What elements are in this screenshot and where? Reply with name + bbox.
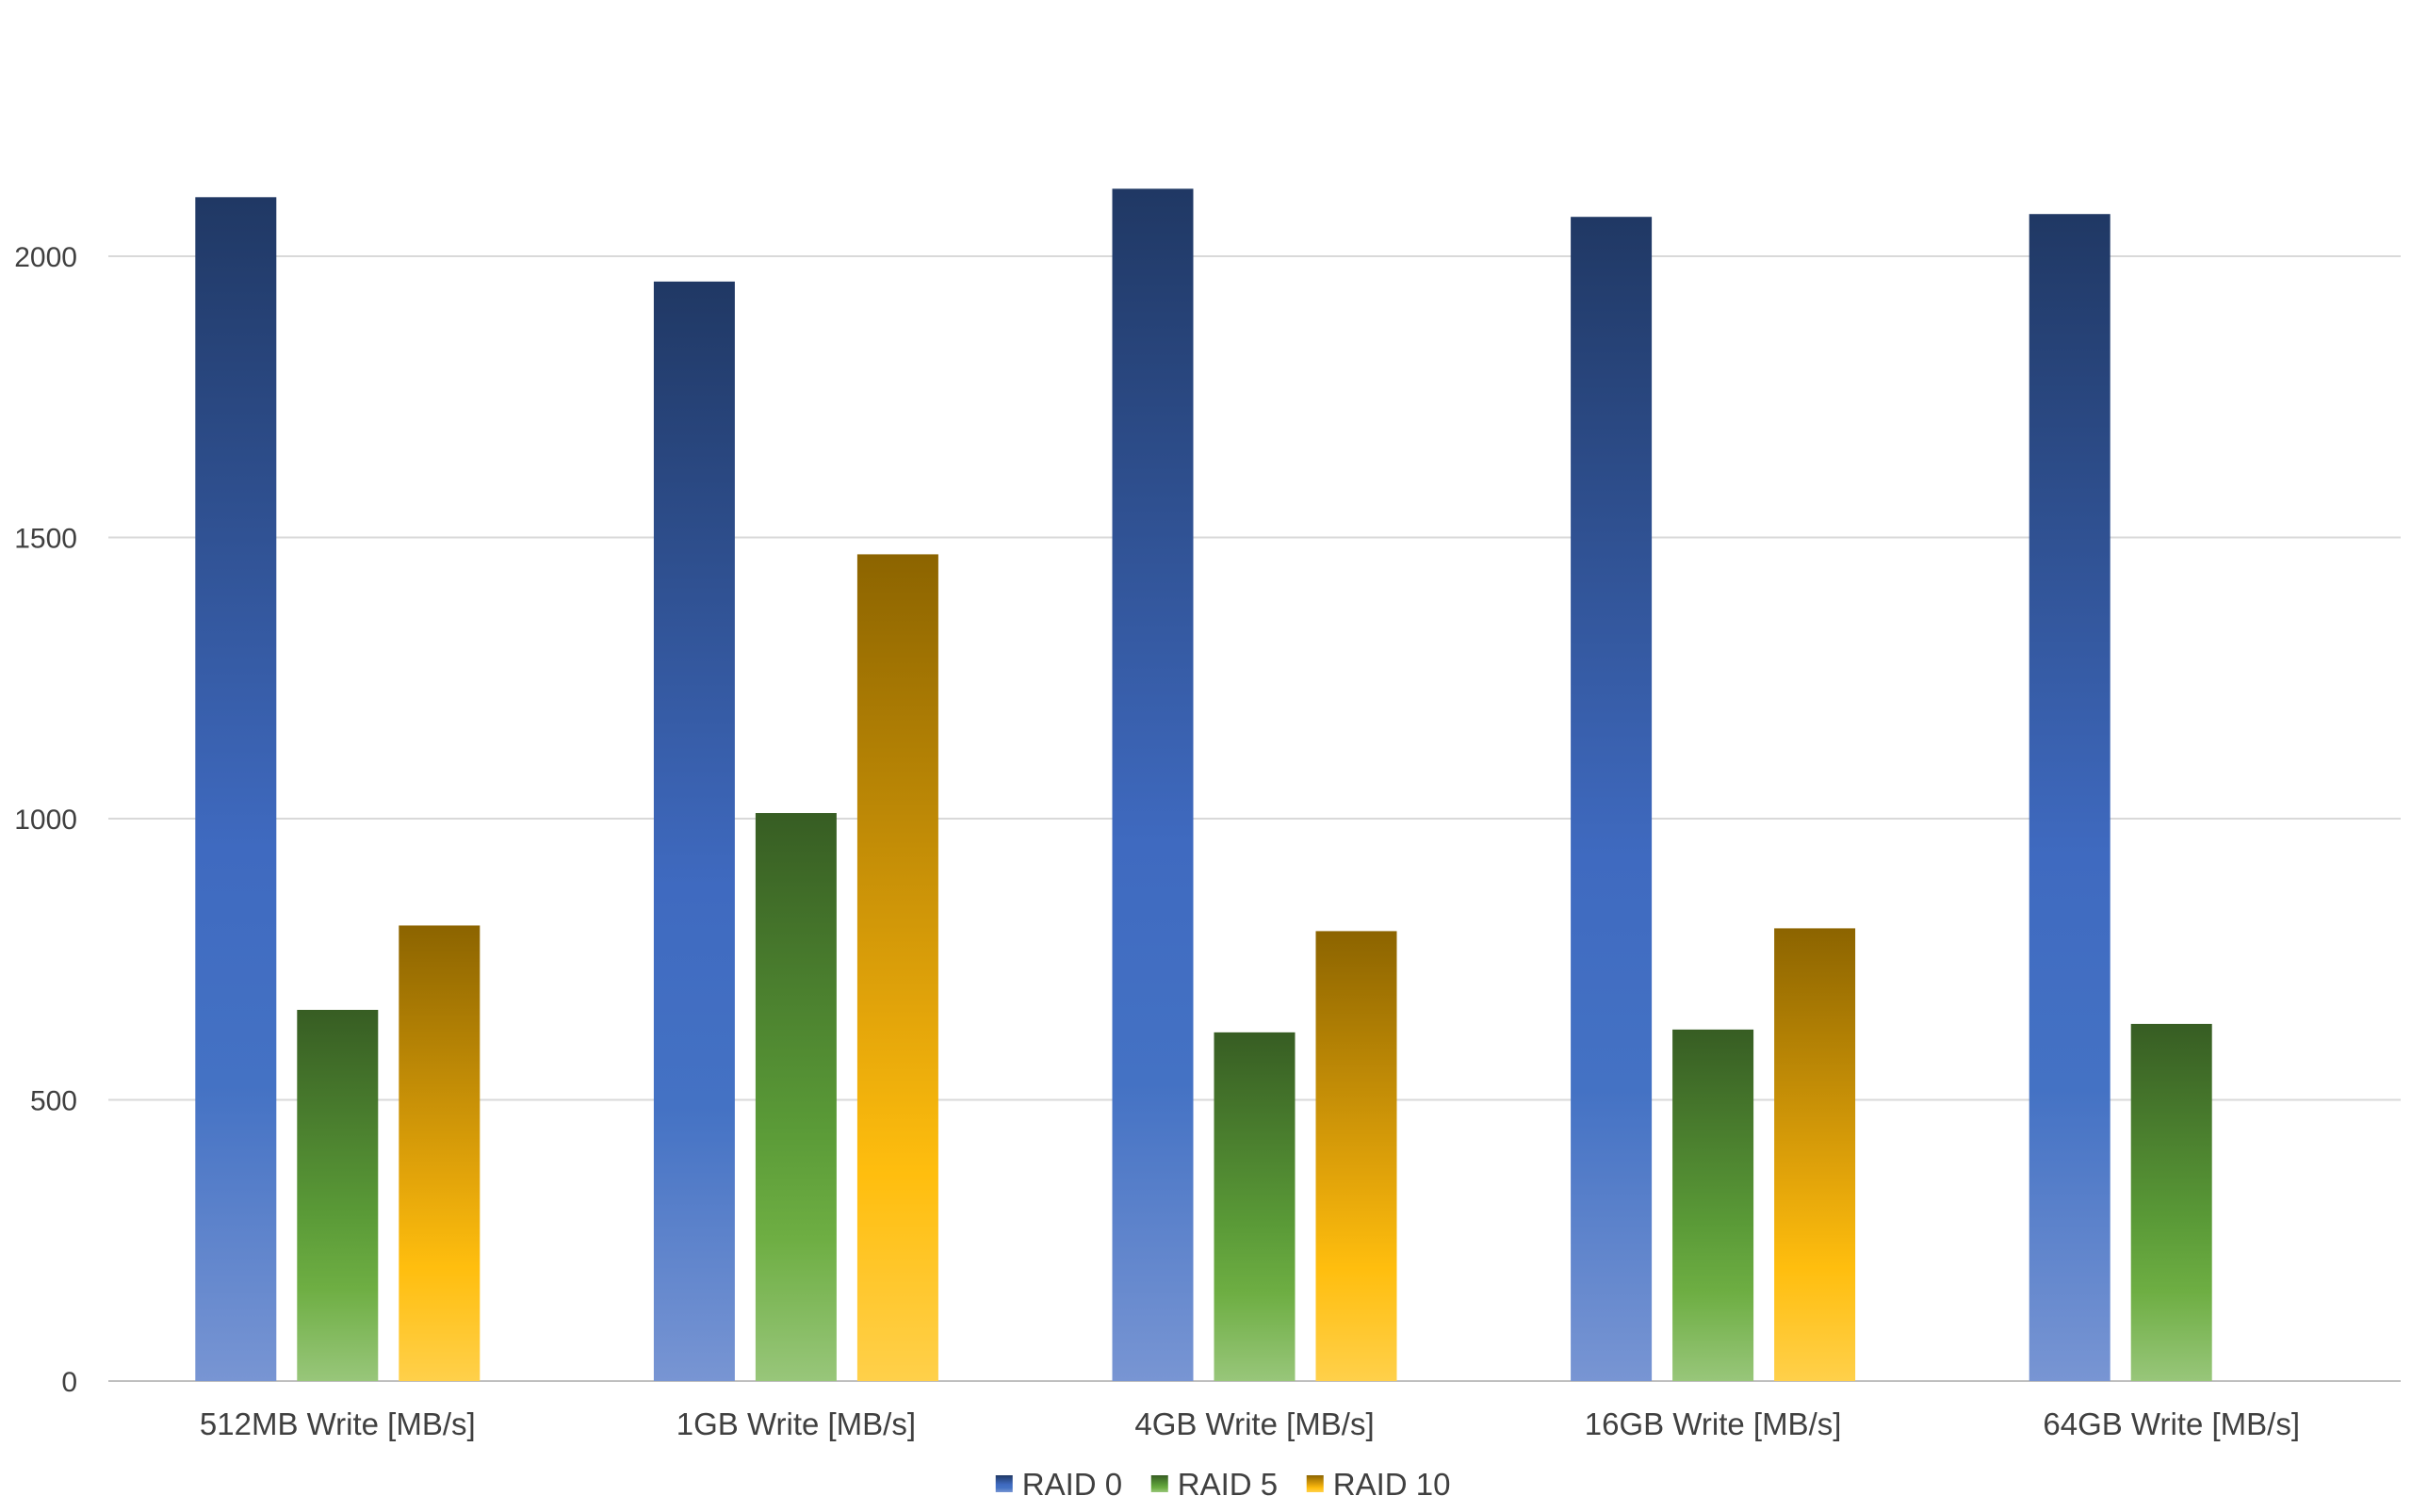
x-tick-label: 1GB Write [MB/s] bbox=[676, 1406, 916, 1441]
bar-raid-5 bbox=[297, 1009, 379, 1381]
bar-raid-5 bbox=[755, 813, 837, 1381]
legend-label: RAID 5 bbox=[1178, 1467, 1278, 1502]
y-tick-label: 0 bbox=[61, 1367, 77, 1398]
bars bbox=[195, 188, 2212, 1382]
gridlines bbox=[108, 255, 2401, 1382]
y-tick-label: 500 bbox=[30, 1086, 77, 1117]
y-axis: 0 500 1000 1500 2000 bbox=[14, 242, 77, 1398]
bar-raid-0 bbox=[1571, 217, 1653, 1382]
legend-label: RAID 0 bbox=[1022, 1467, 1122, 1502]
legend-swatch bbox=[1306, 1475, 1324, 1492]
bar-raid-5 bbox=[1214, 1032, 1296, 1381]
bar-raid-5 bbox=[2130, 1023, 2212, 1381]
legend-swatch bbox=[1150, 1475, 1168, 1492]
bar-raid-10 bbox=[1315, 931, 1397, 1381]
bar-raid-0 bbox=[1112, 188, 1194, 1382]
bar-raid-5 bbox=[1672, 1029, 1754, 1381]
x-tick-label: 512MB Write [MB/s] bbox=[200, 1406, 476, 1441]
legend-label: RAID 10 bbox=[1333, 1467, 1451, 1502]
y-tick-label: 1000 bbox=[14, 805, 77, 836]
bar-raid-10 bbox=[399, 925, 481, 1381]
y-tick-label: 1500 bbox=[14, 524, 77, 555]
legend-swatch bbox=[995, 1475, 1013, 1492]
legend: RAID 0 RAID 5 RAID 10 bbox=[995, 1467, 1451, 1502]
x-axis: 512MB Write [MB/s] 1GB Write [MB/s] 4GB Wr… bbox=[200, 1406, 2300, 1441]
bar-raid-10 bbox=[856, 554, 938, 1381]
x-tick-label: 16GB Write [MB/s] bbox=[1585, 1406, 1842, 1441]
bar-raid-0 bbox=[653, 281, 735, 1381]
bar-raid-0 bbox=[2029, 214, 2110, 1382]
bar-raid-10 bbox=[1774, 928, 1856, 1381]
bar-raid-0 bbox=[195, 197, 277, 1382]
x-tick-label: 64GB Write [MB/s] bbox=[2043, 1406, 2300, 1441]
x-tick-label: 4GB Write [MB/s] bbox=[1134, 1406, 1374, 1441]
y-tick-label: 2000 bbox=[14, 242, 77, 273]
